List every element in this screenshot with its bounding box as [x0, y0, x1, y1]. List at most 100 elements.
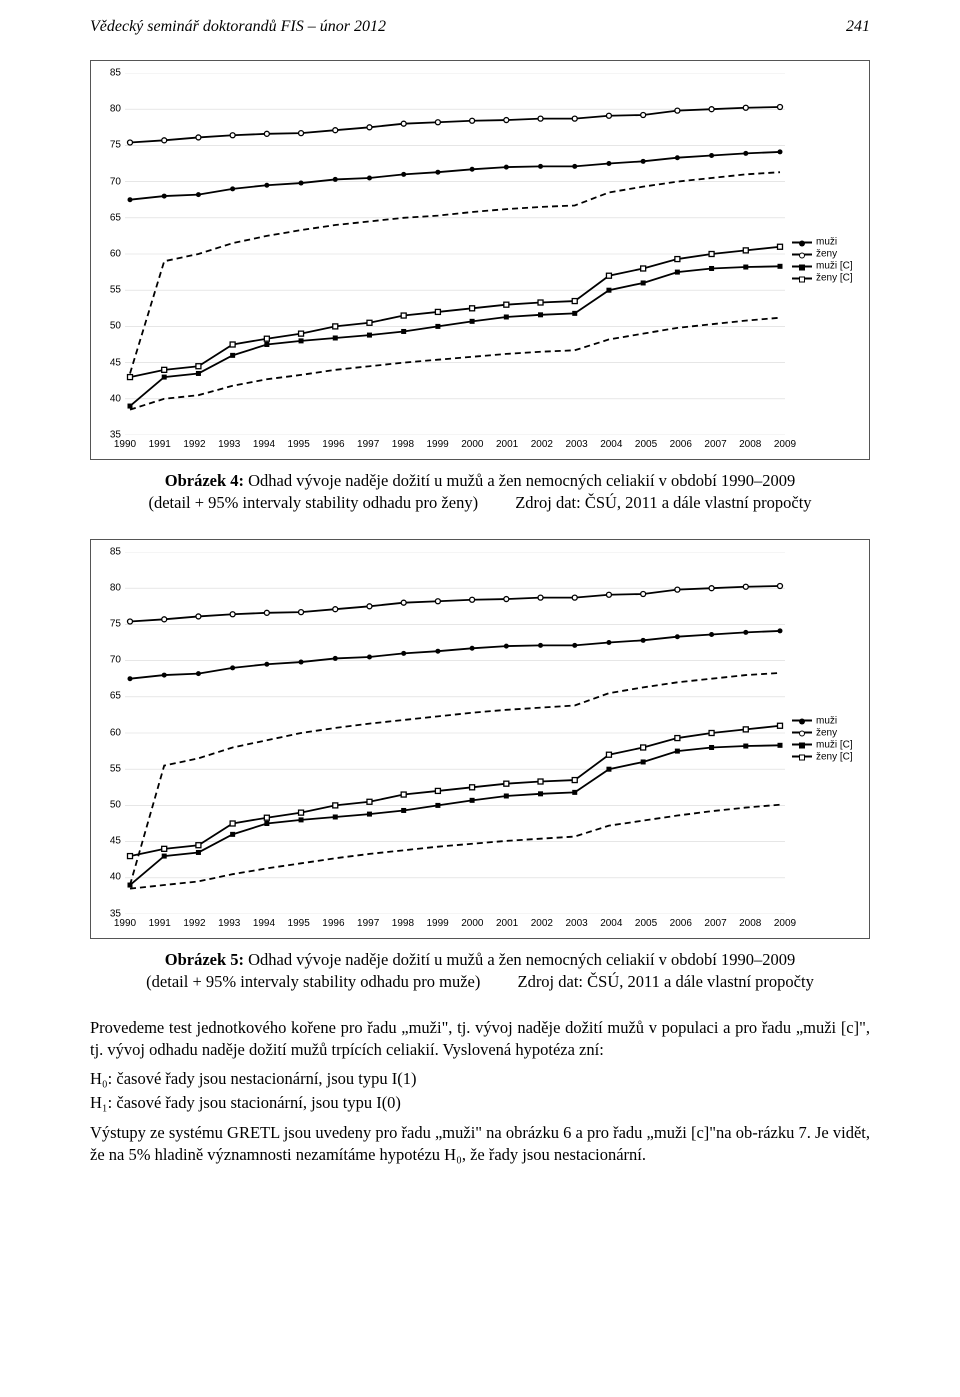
x-tick-label: 2004: [600, 918, 622, 929]
legend-item: muži: [792, 237, 867, 248]
x-tick-label: 1993: [218, 918, 240, 929]
hypothesis-h1: H₁: časové řady jsou stacionární, jsou t…: [90, 1092, 870, 1114]
y-tick-label: 60: [97, 727, 121, 738]
y-tick-label: 70: [97, 655, 121, 666]
x-tick-label: 2006: [670, 918, 692, 929]
legend: mužiženymuži [C]ženy [C]: [792, 714, 867, 763]
legend-marker-icon: [799, 264, 805, 270]
x-tick-label: 1999: [427, 439, 449, 450]
x-tick-label: 2008: [739, 439, 761, 450]
y-tick-label: 40: [97, 872, 121, 883]
x-tick-label: 2002: [531, 918, 553, 929]
legend-label: ženy: [816, 727, 837, 738]
y-tick-label: 80: [97, 104, 121, 115]
caption-detail: (detail + 95% intervaly stability odhadu…: [146, 972, 480, 991]
x-tick-label: 2004: [600, 439, 622, 450]
x-tick-label: 1990: [114, 439, 136, 450]
caption-label: Obrázek 4:: [165, 471, 244, 490]
figure-5-caption: Obrázek 5: Odhad vývoje naděje dožití u …: [120, 949, 840, 994]
x-tick-label: 2000: [461, 918, 483, 929]
x-tick-label: 2003: [565, 439, 587, 450]
y-tick-label: 55: [97, 763, 121, 774]
y-tick-label: 50: [97, 799, 121, 810]
x-tick-label: 1998: [392, 439, 414, 450]
x-tick-label: 2001: [496, 918, 518, 929]
y-tick-label: 40: [97, 393, 121, 404]
x-tick-label: 2009: [774, 439, 796, 450]
x-tick-label: 2000: [461, 439, 483, 450]
header-left: Vědecký seminář doktorandů FIS – únor 20…: [90, 18, 386, 36]
x-tick-label: 2002: [531, 439, 553, 450]
y-tick-label: 75: [97, 140, 121, 151]
legend-marker-icon: [799, 743, 805, 749]
x-tick-label: 1994: [253, 439, 275, 450]
legend-marker-icon: [799, 276, 805, 282]
y-tick-label: 85: [97, 546, 121, 557]
caption-text: Odhad vývoje naděje dožití u mužů a žen …: [244, 950, 795, 969]
y-tick-label: 50: [97, 321, 121, 332]
paragraph-2: Výstupy ze systému GRETL jsou uvedeny pr…: [90, 1122, 870, 1167]
legend-item: ženy [C]: [792, 273, 867, 284]
header-right: 241: [846, 18, 870, 36]
page-header: Vědecký seminář doktorandů FIS – únor 20…: [90, 18, 870, 36]
y-tick-label: 65: [97, 212, 121, 223]
legend-marker-icon: [799, 755, 805, 761]
caption-text: Odhad vývoje naděje dožití u mužů a žen …: [244, 471, 795, 490]
legend-item: ženy [C]: [792, 751, 867, 762]
x-tick-label: 2009: [774, 918, 796, 929]
x-tick-label: 1991: [149, 918, 171, 929]
figure-4-chart: 3540455055606570758085 19901991199219931…: [90, 60, 870, 460]
x-tick-label: 2007: [704, 918, 726, 929]
x-tick-label: 1997: [357, 439, 379, 450]
legend-marker-icon: [799, 731, 805, 737]
y-tick-label: 85: [97, 68, 121, 79]
x-tick-label: 1995: [288, 439, 310, 450]
x-tick-label: 1992: [183, 439, 205, 450]
figure-4-caption: Obrázek 4: Odhad vývoje naděje dožití u …: [120, 470, 840, 515]
y-tick-label: 80: [97, 582, 121, 593]
x-tick-label: 2008: [739, 918, 761, 929]
legend-label: muži: [816, 237, 837, 248]
x-tick-label: 1991: [149, 439, 171, 450]
legend-item: muži [C]: [792, 261, 867, 272]
legend-item: ženy: [792, 727, 867, 738]
x-tick-label: 2006: [670, 439, 692, 450]
caption-label: Obrázek 5:: [165, 950, 244, 969]
legend-item: muži [C]: [792, 739, 867, 750]
x-tick-label: 1997: [357, 918, 379, 929]
x-tick-label: 1998: [392, 918, 414, 929]
legend: mužiženymuži [C]ženy [C]: [792, 236, 867, 285]
legend-marker-icon: [799, 240, 805, 246]
y-tick-label: 45: [97, 836, 121, 847]
x-tick-label: 2003: [565, 918, 587, 929]
x-tick-label: 1999: [427, 918, 449, 929]
y-tick-label: 60: [97, 249, 121, 260]
x-tick-label: 2005: [635, 439, 657, 450]
legend-item: muži: [792, 715, 867, 726]
x-tick-label: 2001: [496, 439, 518, 450]
x-tick-label: 1996: [322, 918, 344, 929]
caption-detail: (detail + 95% intervaly stability odhadu…: [148, 493, 478, 512]
y-tick-label: 55: [97, 285, 121, 296]
y-tick-label: 75: [97, 618, 121, 629]
x-tick-label: 2005: [635, 918, 657, 929]
legend-item: ženy: [792, 249, 867, 260]
legend-label: muži [C]: [816, 261, 853, 272]
legend-label: ženy [C]: [816, 273, 853, 284]
hypothesis-h0: H₀: časové řady jsou nestacionární, jsou…: [90, 1068, 870, 1090]
x-tick-label: 1996: [322, 439, 344, 450]
y-tick-label: 65: [97, 691, 121, 702]
legend-marker-icon: [799, 252, 805, 258]
x-tick-label: 1995: [288, 918, 310, 929]
y-tick-label: 70: [97, 176, 121, 187]
x-tick-label: 1994: [253, 918, 275, 929]
x-tick-label: 1992: [183, 918, 205, 929]
x-tick-label: 1990: [114, 918, 136, 929]
x-tick-label: 1993: [218, 439, 240, 450]
y-tick-label: 45: [97, 357, 121, 368]
x-tick-label: 2007: [704, 439, 726, 450]
legend-label: muži [C]: [816, 739, 853, 750]
caption-source: Zdroj dat: ČSÚ, 2011 a dále vlastní prop…: [517, 972, 813, 991]
paragraph-1: Provedeme test jednotkového kořene pro ř…: [90, 1017, 870, 1062]
figure-5-chart: 3540455055606570758085 19901991199219931…: [90, 539, 870, 939]
